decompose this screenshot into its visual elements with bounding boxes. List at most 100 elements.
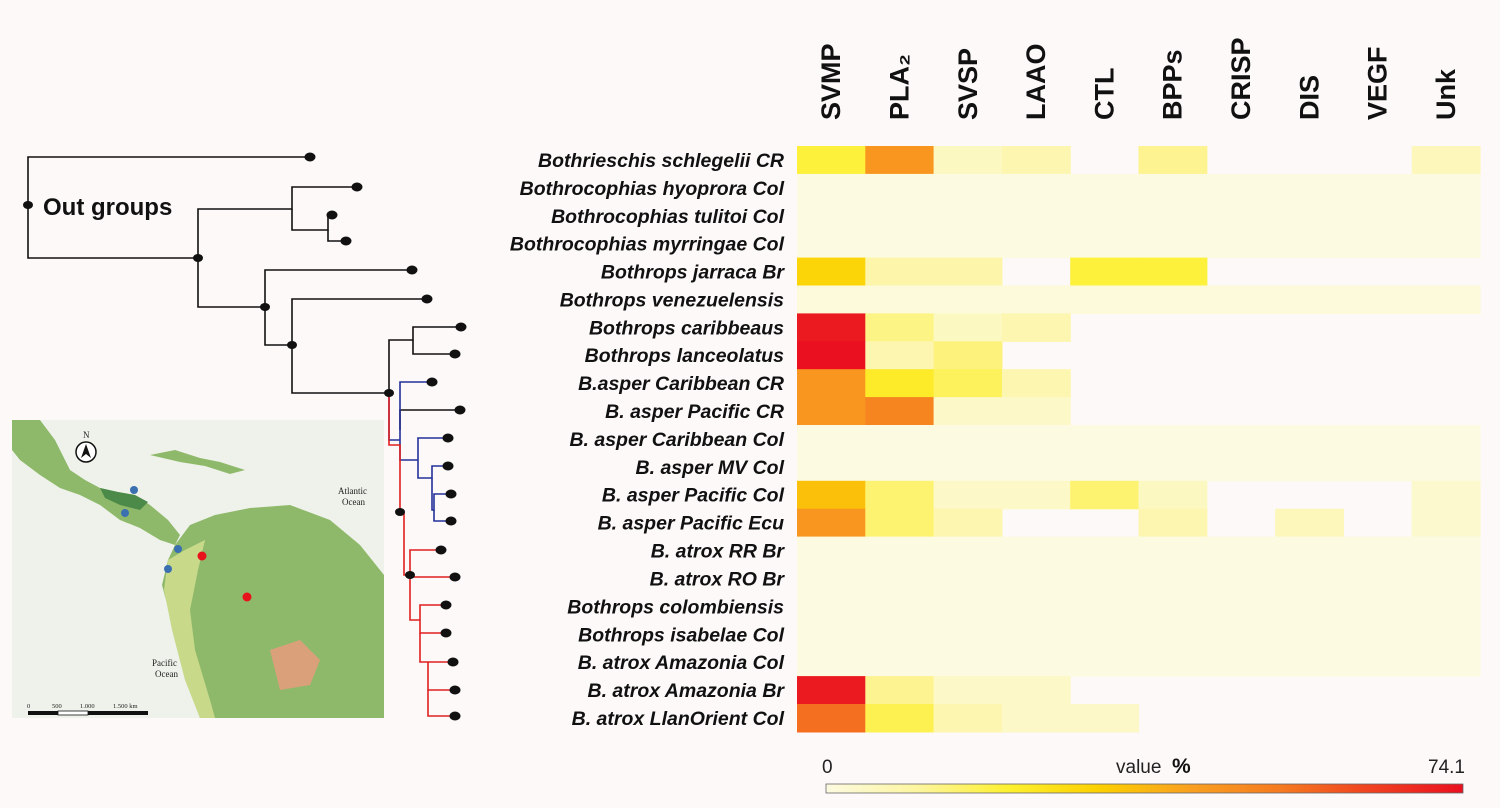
tree-node	[405, 571, 415, 579]
tree-tip	[449, 711, 461, 721]
heatmap-cell	[1411, 201, 1481, 231]
heatmap-cell	[1001, 173, 1071, 203]
column-label: DIS	[1294, 75, 1324, 120]
north-arrow-icon	[81, 444, 91, 458]
heatmap-cell	[933, 480, 1003, 510]
heatmap-cell	[1275, 201, 1344, 231]
heatmap-cell	[1343, 648, 1413, 677]
heatmap-cell	[797, 676, 866, 705]
heatmap-cell	[797, 285, 866, 314]
heatmap-cell	[1001, 425, 1071, 454]
heatmap-cell	[1206, 285, 1276, 314]
heatmap-cell	[933, 369, 1003, 398]
heatmap-cell	[797, 620, 866, 649]
heatmap-cell	[1138, 146, 1208, 175]
heatmap-cell	[797, 536, 866, 566]
heatmap-cell	[1001, 369, 1071, 398]
tree-branch	[291, 345, 389, 394]
heatmap-cell	[1070, 452, 1140, 482]
row-labels: Bothrieschis schlegelii CR Bothrocophias …	[510, 150, 786, 730]
heatmap-cell	[865, 313, 935, 342]
tree-tip	[304, 152, 316, 162]
map-caribbean-islands	[150, 450, 245, 474]
heatmap-cell	[1206, 648, 1276, 677]
heatmap-cell	[1411, 536, 1481, 566]
tree-node	[395, 508, 405, 516]
tree-branch	[388, 393, 404, 513]
heatmap-cell	[797, 229, 866, 259]
phylogenetic-tree: Out groups	[23, 152, 467, 721]
heatmap-cell	[865, 676, 935, 705]
tree-branch	[388, 393, 400, 441]
tree-branch	[427, 690, 455, 717]
heatmap-cell	[1001, 676, 1071, 705]
row-label: B. atrox RR Br	[651, 541, 786, 563]
heatmap-cell	[933, 704, 1003, 733]
heatmap-cell	[865, 285, 935, 314]
heatmap-cell	[1411, 508, 1481, 538]
tree-branches-blue	[388, 381, 451, 522]
map-marker-red	[242, 592, 252, 602]
heatmap-cell	[1411, 425, 1481, 454]
column-label: CTL	[1089, 68, 1119, 120]
tree-tip	[445, 489, 457, 499]
heatmap-cell	[797, 508, 866, 538]
colorbar-unit: %	[1172, 755, 1191, 778]
heatmap-cell	[1343, 564, 1413, 593]
heatmap-cell	[1343, 229, 1413, 259]
heatmap-cell	[1343, 592, 1413, 621]
heatmap-cell	[1411, 480, 1481, 510]
heatmap-cell	[1138, 229, 1208, 259]
tree-branch	[327, 230, 346, 242]
heatmap-cell	[933, 313, 1003, 342]
heatmap-cell	[1001, 536, 1071, 566]
map-marker-blue	[121, 509, 129, 517]
heatmap-cell	[1411, 592, 1481, 621]
north-arrow: N	[75, 430, 97, 463]
heatmap-cell	[1206, 536, 1276, 566]
tree-branch	[433, 510, 451, 522]
heatmap-cell	[1138, 536, 1208, 566]
map-dry-region	[270, 640, 320, 690]
heatmap-cell	[1138, 564, 1208, 593]
heatmap-cell	[1411, 564, 1481, 593]
tree-tip	[449, 349, 461, 359]
heatmap-cell	[1138, 620, 1208, 649]
tree-tip	[340, 236, 352, 246]
heatmap-cell	[1411, 146, 1481, 175]
heatmap-cell	[933, 648, 1003, 677]
column-label: SVMP	[816, 43, 846, 120]
pacific-label-1: Pacific	[152, 658, 177, 668]
heatmap-cell	[1001, 229, 1071, 259]
heatmap-cell	[1275, 285, 1344, 314]
heatmap-cell	[865, 397, 935, 426]
tree-tip	[447, 657, 459, 667]
tree-branch	[403, 512, 410, 576]
heatmap-cell	[865, 369, 935, 398]
heatmap-cell	[1138, 257, 1208, 287]
heatmap-cell	[1070, 564, 1140, 593]
heatmap-cell	[797, 704, 866, 733]
heatmap-cell	[1070, 201, 1140, 231]
heatmap-cell	[1070, 592, 1140, 621]
heatmap-cell	[1070, 648, 1140, 677]
scale-segment	[57, 710, 89, 716]
heatmap-cell	[933, 173, 1003, 203]
tree-node	[260, 303, 270, 311]
column-label: SVSP	[953, 48, 983, 120]
heatmap-cell	[865, 648, 935, 677]
heatmap-cell	[1070, 229, 1140, 259]
row-label: Bothrops colombiensis	[567, 596, 784, 618]
heatmap-cell	[1206, 564, 1276, 593]
heatmap-cell	[1206, 201, 1276, 231]
scale-segment	[28, 711, 58, 715]
heatmap-cell	[865, 425, 935, 454]
heatmap-cell	[797, 257, 866, 287]
colorbar-min-label: 0	[822, 757, 833, 778]
map-land-south-america	[162, 505, 384, 718]
map-marker-blue	[130, 486, 138, 494]
atlantic-label-2: Ocean	[342, 497, 365, 507]
row-label: B. asper Pacific Col	[602, 485, 785, 507]
map-forest-patch	[100, 488, 148, 510]
